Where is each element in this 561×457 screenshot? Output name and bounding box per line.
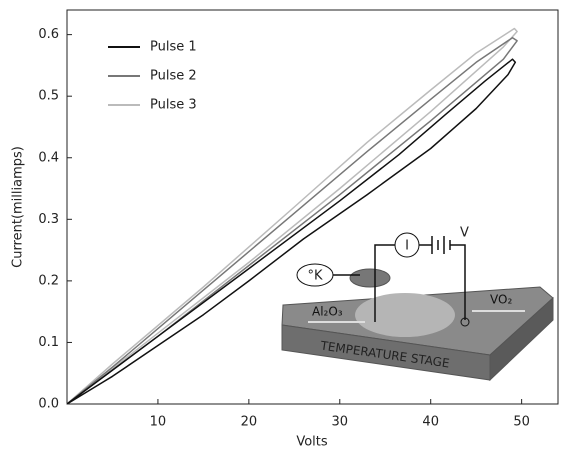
circuit-wire bbox=[330, 236, 466, 322]
y-tick-label: 0.3 bbox=[38, 212, 59, 227]
stage-side bbox=[489, 296, 554, 382]
y-tick-label: 0.4 bbox=[38, 150, 59, 165]
thermometer bbox=[296, 263, 334, 287]
plot-frame bbox=[66, 9, 559, 405]
x-tick-label: 50 bbox=[513, 415, 530, 430]
ammeter bbox=[394, 232, 420, 258]
series-line bbox=[66, 58, 517, 405]
legend-label: Pulse 2 bbox=[150, 69, 197, 84]
substrate-label: Al₂O₃ bbox=[312, 305, 343, 319]
x-tick-label: 40 bbox=[422, 415, 439, 430]
y-tick-label: 0.0 bbox=[38, 397, 59, 412]
x-tick-label: 30 bbox=[332, 415, 349, 430]
sample bbox=[355, 293, 455, 337]
film-label: VO₂ bbox=[490, 293, 512, 307]
inset-diagram: I V °K Al₂O₃ VO₂ TEMPERATURE STAGE bbox=[281, 226, 554, 382]
current-label: I bbox=[405, 239, 409, 254]
legend-label: Pulse 3 bbox=[150, 98, 197, 113]
series-line bbox=[66, 36, 518, 405]
x-axis-label: Volts bbox=[296, 435, 328, 450]
series-line bbox=[66, 27, 518, 405]
voltage-label: V bbox=[460, 226, 469, 241]
y-tick-label: 0.2 bbox=[38, 273, 59, 288]
y-tick-label: 0.6 bbox=[38, 27, 59, 42]
thermo-puck bbox=[349, 268, 391, 288]
x-tick-label: 10 bbox=[150, 415, 167, 430]
contact bbox=[460, 317, 470, 327]
legend-label: Pulse 1 bbox=[150, 40, 197, 55]
x-tick-label: 20 bbox=[241, 415, 258, 430]
y-tick-label: 0.5 bbox=[38, 89, 59, 104]
temperature-label: °K bbox=[307, 269, 323, 284]
y-axis-label: Current(milliamps) bbox=[11, 146, 26, 268]
y-tick-label: 0.1 bbox=[38, 335, 59, 350]
